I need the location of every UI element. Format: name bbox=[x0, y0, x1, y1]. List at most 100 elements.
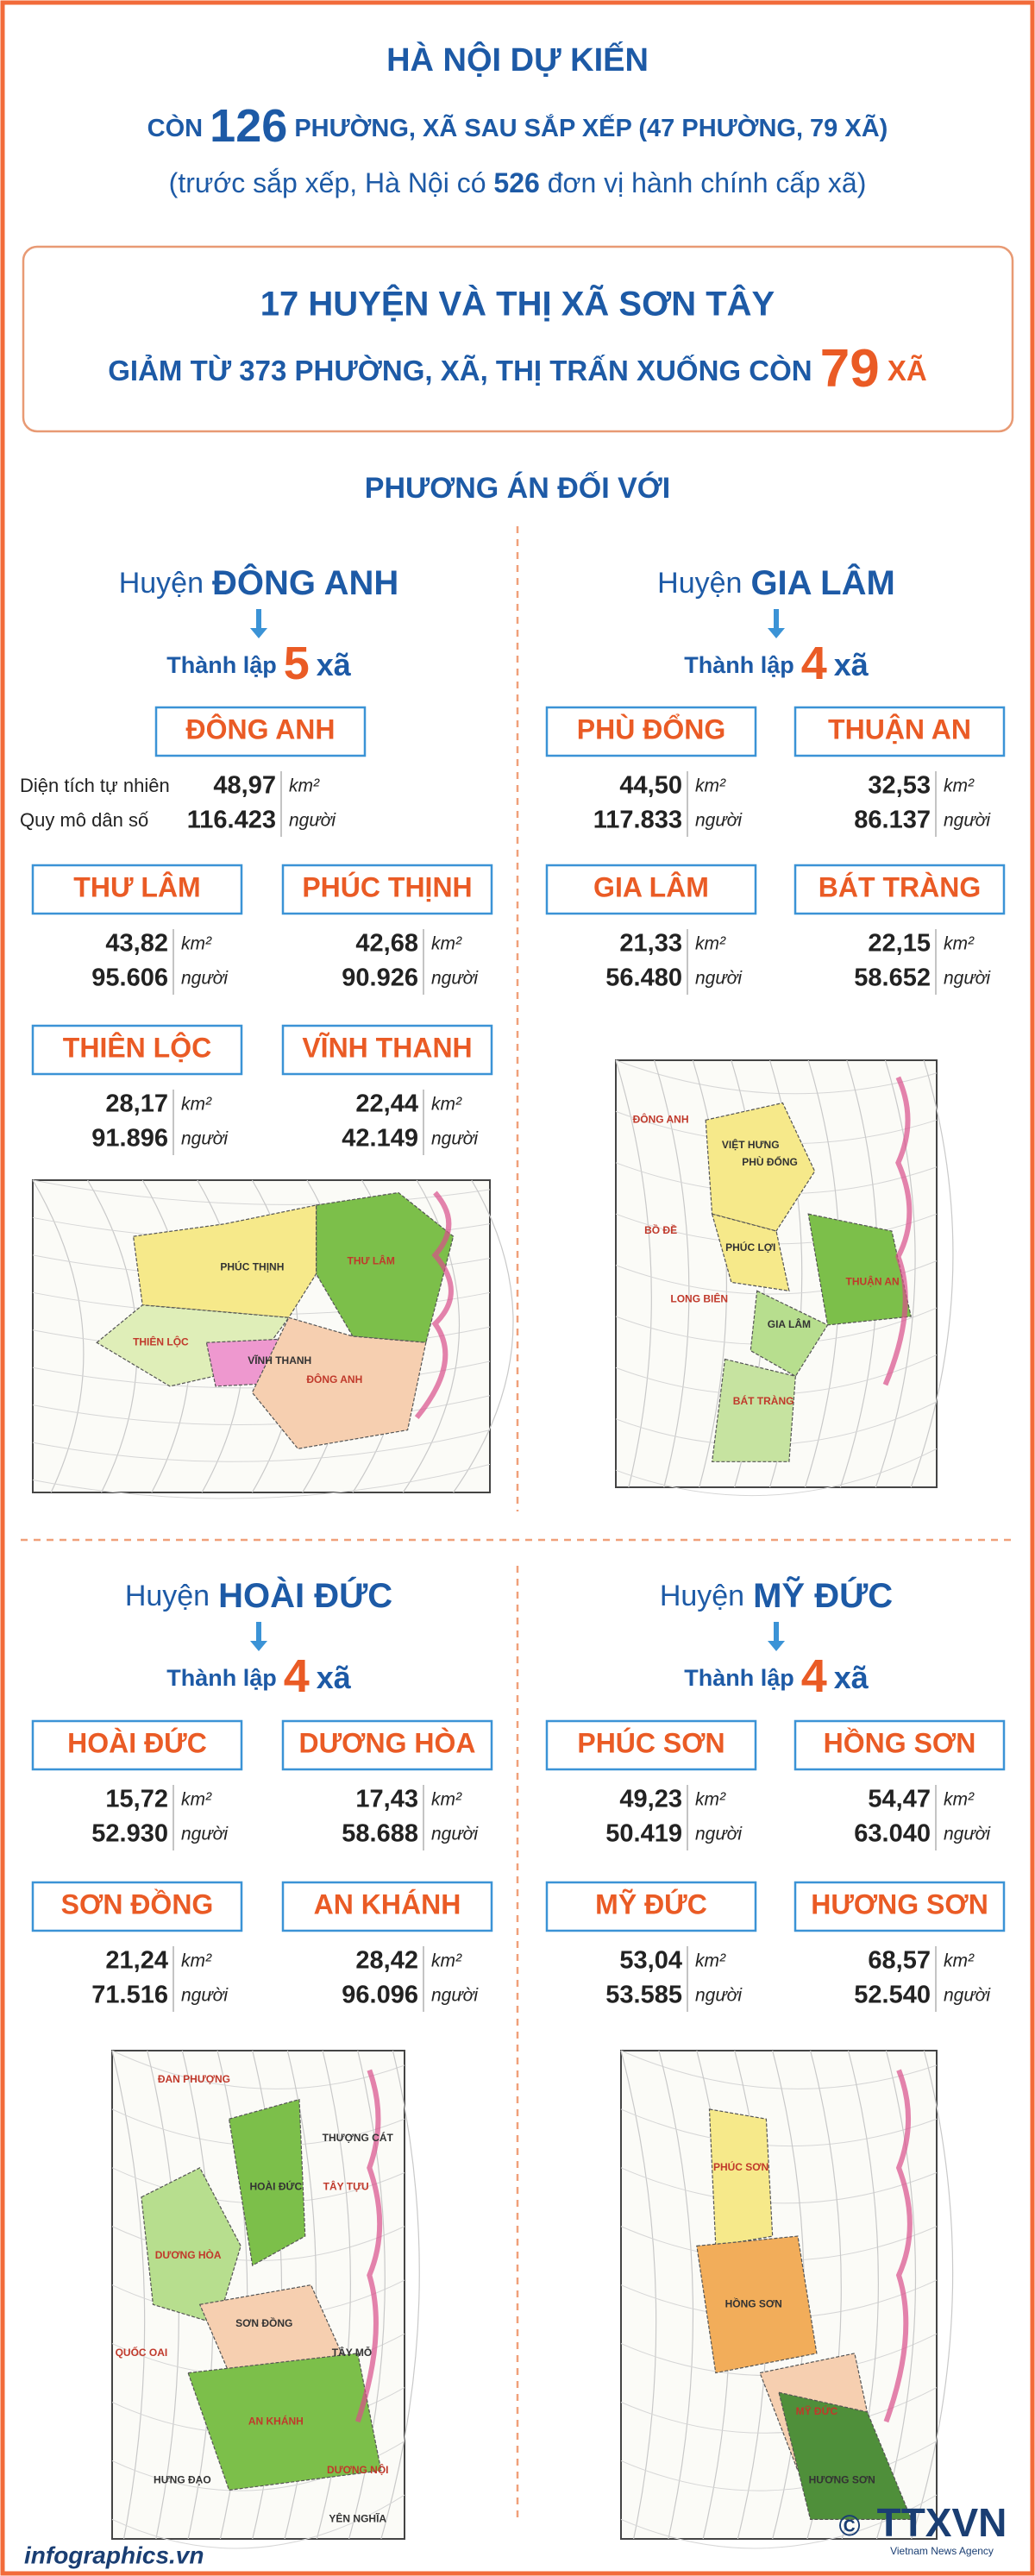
area-unit: km² bbox=[181, 934, 212, 954]
commune-name: PHÚC SƠN bbox=[577, 1727, 724, 1758]
population-value: 42.149 bbox=[342, 1125, 418, 1153]
commune-name: THUẬN AN bbox=[828, 713, 971, 745]
area-unit: km² bbox=[431, 1095, 462, 1115]
commune-box bbox=[31, 1024, 243, 1076]
map-road bbox=[654, 1059, 690, 1488]
map-area bbox=[228, 2098, 306, 2266]
area-unit: km² bbox=[181, 1095, 212, 1115]
logo: TTXVN bbox=[877, 2500, 1007, 2545]
commune-box bbox=[545, 864, 757, 915]
map-area bbox=[696, 2235, 818, 2374]
area-unit: km² bbox=[431, 1951, 462, 1971]
population-value: 95.606 bbox=[91, 964, 168, 992]
map-boundary bbox=[883, 2069, 913, 2423]
establish-part: xã bbox=[834, 1660, 869, 1695]
establish: Thành lập 4 xã bbox=[684, 1650, 869, 1702]
commune-box bbox=[281, 1881, 493, 1932]
area-unit: km² bbox=[695, 776, 726, 796]
area-value: 49,23 bbox=[619, 1786, 682, 1813]
map-label: MỸ ĐỨC bbox=[796, 2404, 838, 2417]
area-unit: km² bbox=[944, 934, 975, 954]
commune-name: PHÚC THỊNH bbox=[302, 871, 472, 902]
map-label: HƯƠNG SƠN bbox=[809, 2473, 875, 2485]
area-value: 32,53 bbox=[868, 772, 931, 800]
note-part: (trước sắp xếp, Hà Nội có bbox=[169, 167, 494, 198]
population-unit: người bbox=[431, 969, 479, 989]
district-title-part: HOÀI ĐỨC bbox=[218, 1575, 392, 1615]
map-label: PHÚC LỢI bbox=[725, 1241, 775, 1253]
district-title: Huyện GIA LÂM bbox=[657, 562, 895, 602]
area-value: 22,15 bbox=[868, 930, 931, 958]
arrow bbox=[768, 609, 785, 638]
banner-line-part: 79 bbox=[820, 339, 880, 399]
area-value: 54,47 bbox=[868, 1786, 931, 1813]
agency: Vietnam News Agency bbox=[890, 2545, 994, 2557]
banner-line: 17 HUYỆN VÀ THỊ XÃ SƠN TÂY bbox=[260, 284, 775, 324]
commune-name: THƯ LÂM bbox=[73, 871, 200, 902]
map-boundary bbox=[414, 1191, 454, 1420]
area-value: 17,43 bbox=[355, 1786, 418, 1813]
map-road bbox=[620, 2167, 938, 2204]
population-unit: người bbox=[944, 811, 991, 831]
map-label: ĐÔNG ANH bbox=[306, 1373, 362, 1385]
subtitle-part: 126 bbox=[210, 100, 287, 152]
population-unit: người bbox=[944, 969, 991, 989]
population-unit: người bbox=[695, 1825, 743, 1844]
district-title-part: MỸ ĐỨC bbox=[753, 1575, 893, 1615]
map-area bbox=[141, 2167, 242, 2325]
area-unit: km² bbox=[695, 1790, 726, 1810]
map-label: BỒ ĐỀ bbox=[644, 1223, 677, 1236]
population-value: 63.040 bbox=[854, 1820, 931, 1848]
area-unit: km² bbox=[181, 1951, 212, 1971]
map-area bbox=[807, 1213, 912, 1326]
population-value: 50.419 bbox=[605, 1820, 682, 1848]
map-road bbox=[453, 1179, 514, 1493]
establish-part: 4 bbox=[801, 638, 827, 689]
map-label: SƠN ĐỒNG bbox=[235, 2316, 292, 2329]
population-unit: người bbox=[431, 1129, 479, 1149]
population-unit: người bbox=[181, 1129, 229, 1149]
commune-box bbox=[281, 1024, 493, 1076]
map-label: THƯ LÂM bbox=[348, 1253, 395, 1266]
population-value: 53.585 bbox=[605, 1982, 682, 2009]
commune-box bbox=[794, 864, 1006, 915]
map-road bbox=[111, 2494, 405, 2549]
map-label: ĐAN PHƯỢNG bbox=[158, 2073, 230, 2085]
map-area bbox=[750, 1290, 829, 1378]
map-label: DƯƠNG NỘI bbox=[327, 2463, 389, 2476]
map-area bbox=[187, 2353, 382, 2491]
arrow bbox=[250, 1622, 267, 1651]
area-unit: km² bbox=[944, 776, 975, 796]
commune-name: HOÀI ĐỨC bbox=[67, 1727, 207, 1758]
map-label: BÁT TRÀNG bbox=[733, 1394, 794, 1407]
population-value: 117.833 bbox=[593, 807, 682, 834]
population-value: 58.652 bbox=[854, 964, 931, 992]
commune-name: AN KHÁNH bbox=[314, 1888, 461, 1919]
establish-part: Thành lập bbox=[684, 1665, 794, 1691]
note-part: đơn vị hành chính cấp xã) bbox=[540, 167, 867, 198]
population-unit: người bbox=[181, 1825, 229, 1844]
commune-box bbox=[281, 864, 493, 915]
map-road bbox=[615, 1448, 938, 1497]
commune-name: THIÊN LỘC bbox=[63, 1032, 211, 1063]
area-value: 42,68 bbox=[355, 930, 418, 958]
banner-line-part: GIẢM TỪ 373 PHƯỜNG, XÃ, THỊ TRẤN XUỐNG C… bbox=[108, 354, 819, 386]
population-value: 58.688 bbox=[342, 1820, 418, 1848]
establish-part: 4 bbox=[801, 1650, 827, 1702]
district-title: Huyện ĐÔNG ANH bbox=[119, 562, 399, 602]
map-label: HƯNG ĐẠO bbox=[154, 2473, 211, 2485]
map-area bbox=[251, 1316, 427, 1449]
map-road bbox=[658, 2050, 694, 2540]
map-label: LONG BIÊN bbox=[670, 1291, 728, 1304]
map-label: DƯƠNG HÒA bbox=[155, 2248, 222, 2261]
population-value: 52.540 bbox=[854, 1982, 931, 2009]
commune-box bbox=[794, 706, 1006, 757]
map-road bbox=[402, 1179, 461, 1493]
area-value: 43,82 bbox=[105, 930, 168, 958]
stat-label: Quy mô dân số bbox=[20, 809, 148, 831]
map-label: GIA LÂM bbox=[768, 1317, 811, 1330]
district-title: Huyện HOÀI ĐỨC bbox=[125, 1575, 392, 1615]
map-boundary bbox=[882, 1076, 913, 1386]
population-unit: người bbox=[431, 1825, 479, 1844]
